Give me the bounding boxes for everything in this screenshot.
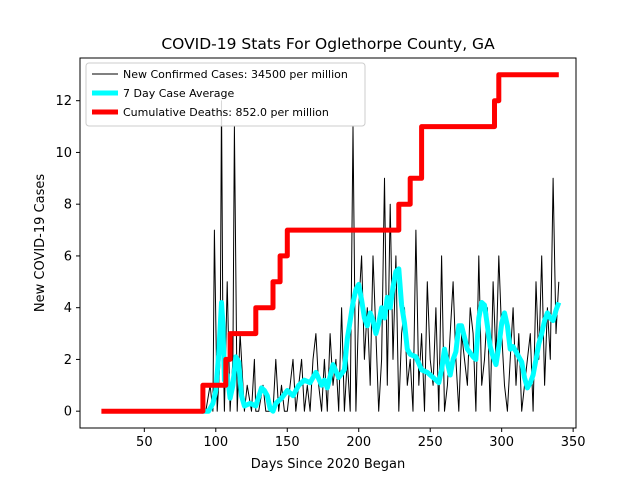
plot-frame: [79, 57, 577, 429]
legend-label-cumulative-deaths: Cumulative Deaths: 852.0 per million: [123, 106, 329, 119]
y-tick-label: 12: [55, 94, 72, 109]
x-tick-label: 100: [203, 435, 228, 450]
legend-box: [85, 62, 366, 127]
x-axis-label: Days Since 2020 Began: [251, 457, 406, 472]
x-tick-label: 150: [275, 435, 300, 450]
legend-label-new-cases: New Confirmed Cases: 34500 per million: [123, 68, 348, 81]
x-axis: 50 100 150 200 250 300 350: [136, 428, 586, 450]
series-line-new-cases: [201, 100, 560, 412]
series-layer: [101, 72, 562, 414]
x-tick-label: 300: [489, 435, 514, 450]
y-tick-label: 4: [64, 301, 72, 316]
y-tick-label: 0: [64, 405, 72, 420]
legend-label-7day-average: 7 Day Case Average: [123, 87, 235, 100]
y-tick-label: 6: [64, 249, 72, 264]
x-tick-label: 350: [561, 435, 586, 450]
y-tick-label: 2: [64, 353, 72, 368]
chart-title: COVID-19 Stats For Oglethorpe County, GA: [161, 35, 495, 53]
x-tick-label: 200: [346, 435, 371, 450]
legend: New Confirmed Cases: 34500 per million 7…: [85, 62, 366, 127]
y-axis-label: New COVID-19 Cases: [33, 174, 48, 312]
y-tick-label: 10: [55, 146, 72, 161]
x-tick-label: 50: [136, 435, 153, 450]
series-line-7day-average: [201, 266, 562, 414]
y-tick-label: 8: [64, 198, 72, 213]
y-axis: 0 2 4 6 8 10 12: [55, 94, 80, 420]
x-tick-label: 250: [418, 435, 443, 450]
series-line-cumulative-deaths: [101, 72, 559, 414]
